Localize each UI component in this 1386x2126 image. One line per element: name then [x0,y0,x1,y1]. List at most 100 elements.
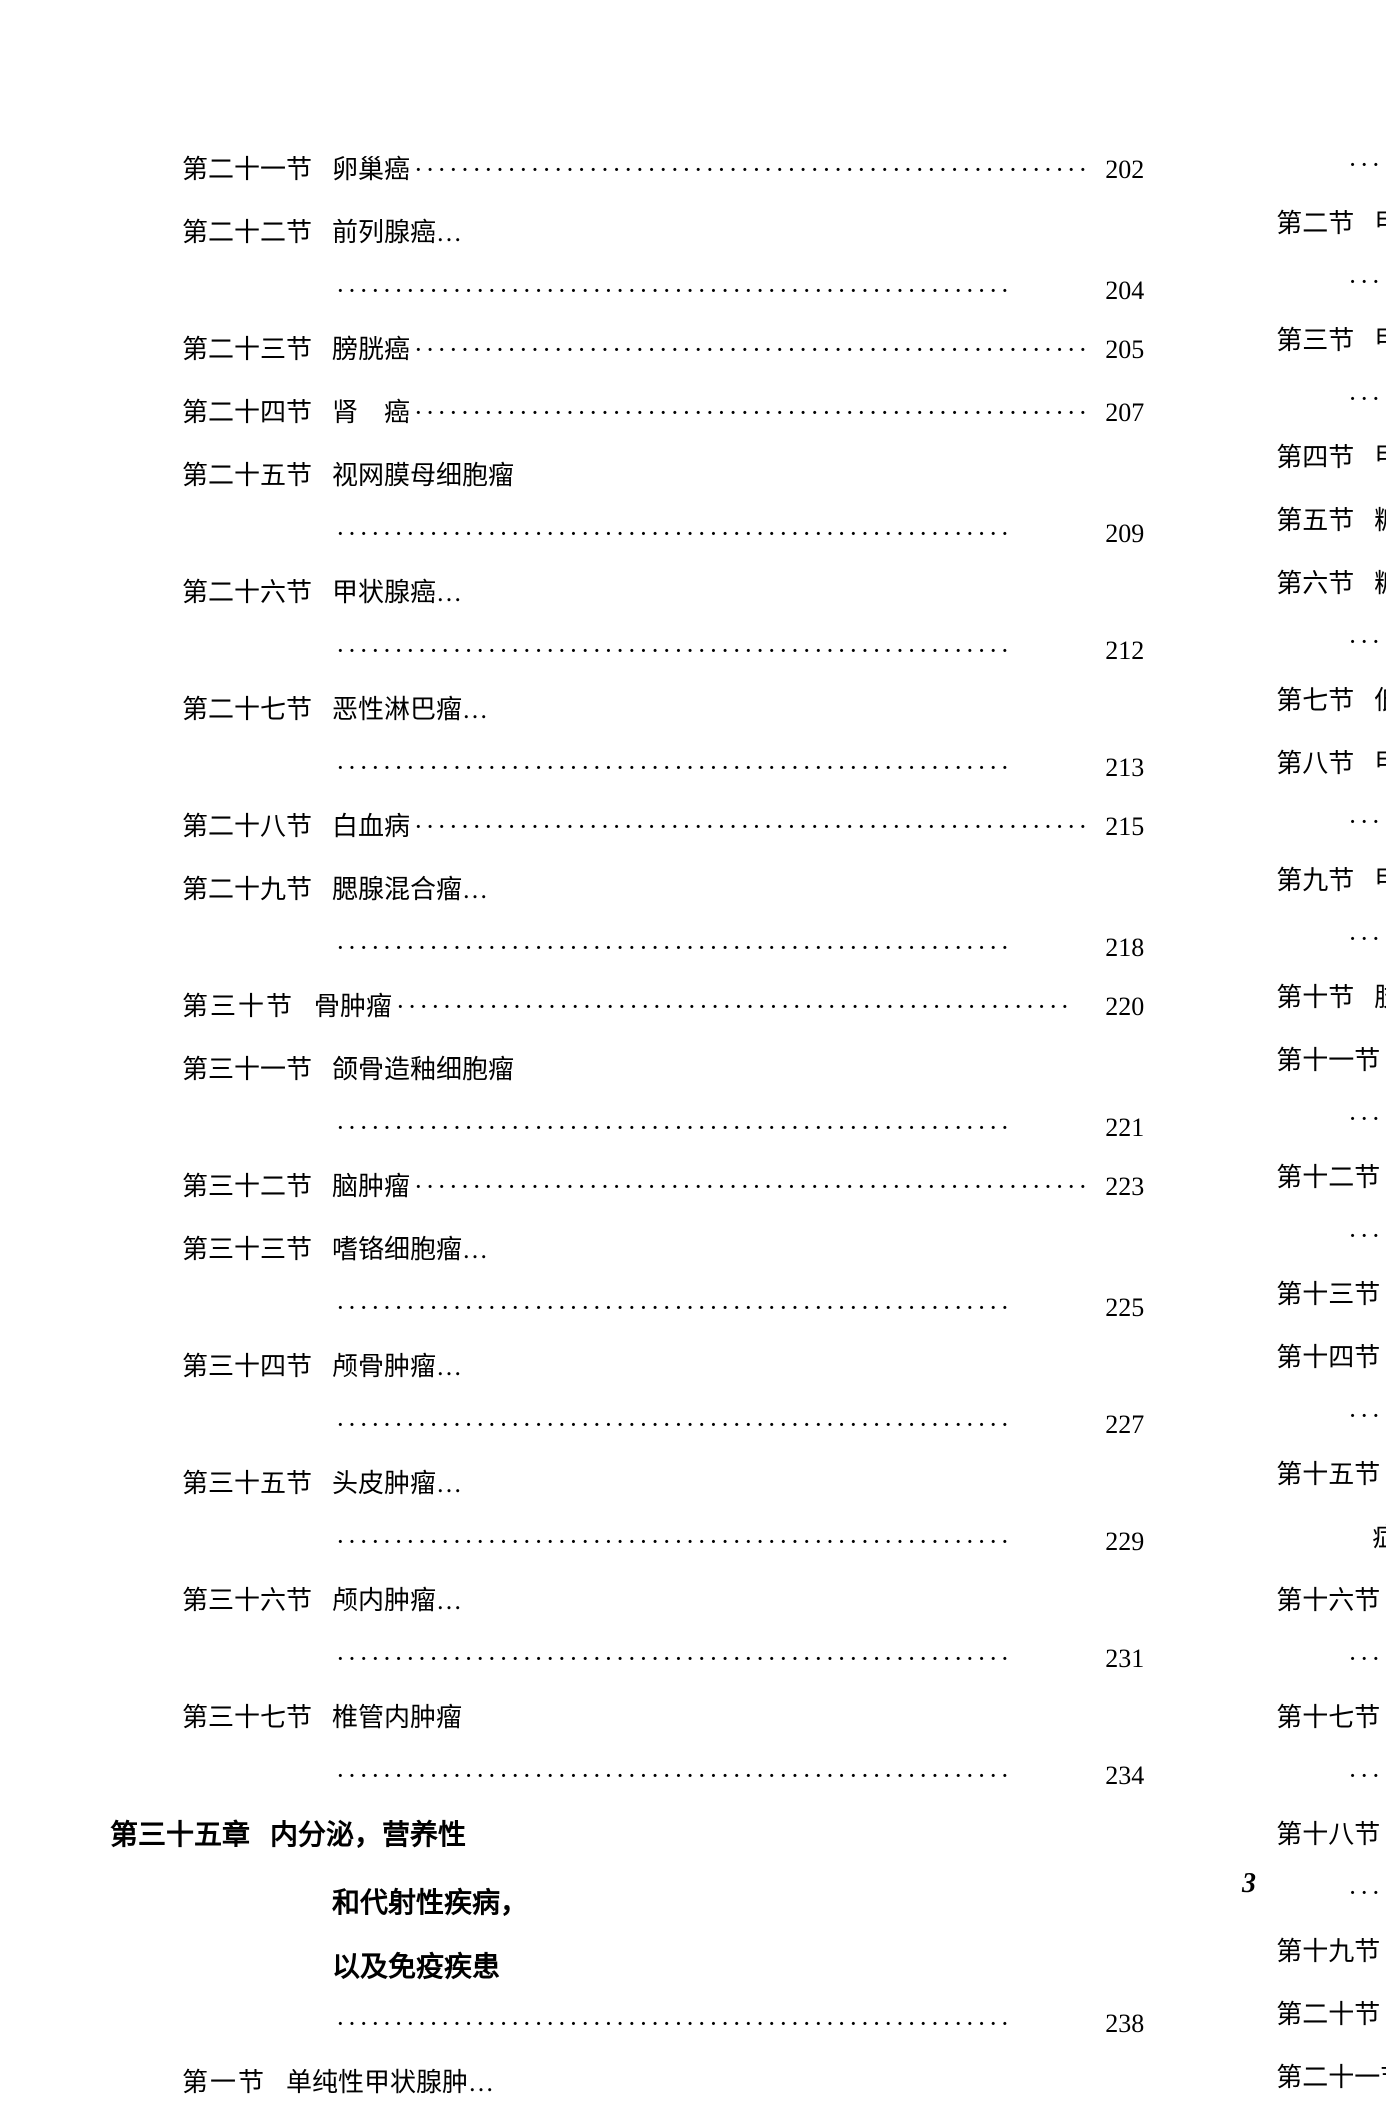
toc-entry: 第三十五节头皮肿瘤… [110,1464,1144,1503]
toc-entry: 第二十四节肾 癌································… [110,393,1144,432]
section-title: 脑肿瘤 [332,1167,410,1206]
toc-entry: 第二十一节性早熟································… [1204,2058,1386,2097]
section-label: 第五节 [1204,501,1374,540]
toc-entry: 第八节甲状旁腺功能亢进症 [1204,744,1386,783]
page-ref: 212 [1094,636,1144,666]
section-label: 第三十二节 [110,1167,332,1206]
section-title: 甲状旁腺功能亢进症 [1374,744,1386,783]
section-title: 腮腺混合瘤… [332,870,488,909]
section-label: 第二十七节 [110,690,332,729]
section-title: 单纯性甲状腺肿… [286,2063,494,2102]
section-label: 第三节 [1204,321,1374,360]
continuation-line: ········································… [110,1293,1144,1323]
page-number: 3 [1242,1868,1256,1900]
section-label: 第二十三节 [110,330,332,369]
section-title: 嗜铬细胞瘤… [332,1230,488,1269]
continuation-line: ········································… [1204,1401,1386,1431]
page-ref: 234 [1094,1761,1144,1791]
toc-entry: 第二十节性幼稚·································… [1204,1995,1386,2034]
section-label: 第六节 [1204,564,1374,603]
section-label: 第二节 [1204,204,1374,243]
leader-dots: ········································… [336,1293,1090,1323]
section-label: 第十九节 [1204,1932,1386,1971]
toc-entry: 第十七节阿狄森氏病… [1204,1698,1386,1737]
toc-entry: 第二十三节膀胱癌································… [110,330,1144,369]
section-label: 第十七节 [1204,1698,1386,1737]
continuation-line: ········································… [110,636,1144,666]
toc-entry: 第十八节雌激素增多综合征 [1204,1815,1386,1854]
toc-entry: 第三十七节椎管内肿瘤 [110,1698,1144,1737]
section-title: 卵巢癌 [332,150,410,189]
section-label: 第二十六节 [110,573,332,612]
section-title: 颌骨造釉细胞瘤 [332,1050,514,1089]
continuation-line: ········································… [1204,627,1386,657]
section-title: 甲状腺癌… [332,573,462,612]
right-column: ········································… [1204,150,1386,2126]
chapter-title: 内分泌，营养性 [270,1815,466,1857]
continuation-line: ········································… [110,1527,1144,1557]
section-label: 第二十八节 [110,807,332,846]
continuation-line: ········································… [1204,924,1386,954]
page-ref: 221 [1094,1113,1144,1143]
leader-dots: ········································… [414,150,1090,189]
leader-dots: ········································… [1348,384,1386,414]
section-label: 第十节 [1204,978,1374,1017]
chapter-title-text: 以及免疫疾患 [332,1945,500,1985]
toc-entry: 第十节肢端肥大症································… [1204,978,1386,1017]
section-label: 第三十一节 [110,1050,332,1089]
chapter-title-continuation: 以及免疫疾患 [110,1945,1144,1985]
page-ref: 213 [1094,753,1144,783]
continuation-line: ········································… [110,276,1144,306]
toc-entry: 第三十节骨肿瘤·································… [110,987,1144,1026]
section-title: 甲状旁腺功能减退症 [1374,861,1386,900]
toc-entry: 第十二节垂体性侏儒症… [1204,1158,1386,1197]
toc-entry: 第五节糖尿病··································… [1204,501,1386,540]
section-title: 骨肿瘤 [314,987,392,1026]
section-title: 颅内肿瘤… [332,1581,462,1620]
section-label: 第三十四节 [110,1347,332,1386]
section-label: 第十五节 [1204,1455,1386,1494]
section-title: 肢端肥大症 [1374,978,1386,1017]
section-label: 第三十七节 [110,1698,332,1737]
leader-dots: ········································… [336,2009,1090,2039]
leader-dots: ········································… [414,1167,1090,1206]
toc-entry: 第三十二节脑肿瘤································… [110,1167,1144,1206]
page-ref: 218 [1094,933,1144,963]
page-ref: 209 [1094,519,1144,549]
section-label: 第十三节 [1204,1275,1386,1314]
page-ref: 204 [1094,276,1144,306]
continuation-line: ········································… [1204,1104,1386,1134]
toc-entry: 第十四节柯兴氏综合征… [1204,1338,1386,1377]
leader-dots: ········································… [336,636,1090,666]
toc-entry: 第二十五节视网膜母细胞瘤 [110,456,1144,495]
continuation-line: ········································… [110,1644,1144,1674]
section-title: 肾 癌 [332,393,410,432]
section-label: 第三十节 [110,987,314,1026]
chapter-entry: 第三十五章内分泌，营养性 [110,1815,1144,1857]
leader-dots: ········································… [336,519,1090,549]
toc-entry: 第十三节尿崩症·································… [1204,1275,1386,1314]
section-label: 第二十五节 [110,456,332,495]
page-ref: 231 [1094,1644,1144,1674]
section-label: 第二十四节 [110,393,332,432]
page-ref: 215 [1094,807,1144,846]
section-label: 第三十三节 [110,1230,332,1269]
continuation-line: ········································… [1204,150,1386,180]
toc-columns: 第二十一节卵巢癌································… [110,150,1276,2126]
leader-dots: ········································… [396,987,1090,1026]
section-label: 第二十二节 [110,213,332,252]
section-label: 第十二节 [1204,1158,1386,1197]
leader-dots: ········································… [1348,807,1386,837]
section-title: 颅骨肿瘤… [332,1347,462,1386]
continuation-line: ········································… [110,1761,1144,1791]
leader-dots: ········································… [336,753,1090,783]
section-label: 第十八节 [1204,1815,1386,1854]
continuation-line: ········································… [110,2009,1144,2039]
leader-dots: ········································… [1348,1221,1386,1251]
section-title: 白血病 [332,807,410,846]
continuation-line: ········································… [110,519,1144,549]
section-label: 第七节 [1204,681,1374,720]
toc-entry: 第二十六节甲状腺癌… [110,573,1144,612]
section-label: 第四节 [1204,438,1374,477]
page-ref: 225 [1094,1293,1144,1323]
